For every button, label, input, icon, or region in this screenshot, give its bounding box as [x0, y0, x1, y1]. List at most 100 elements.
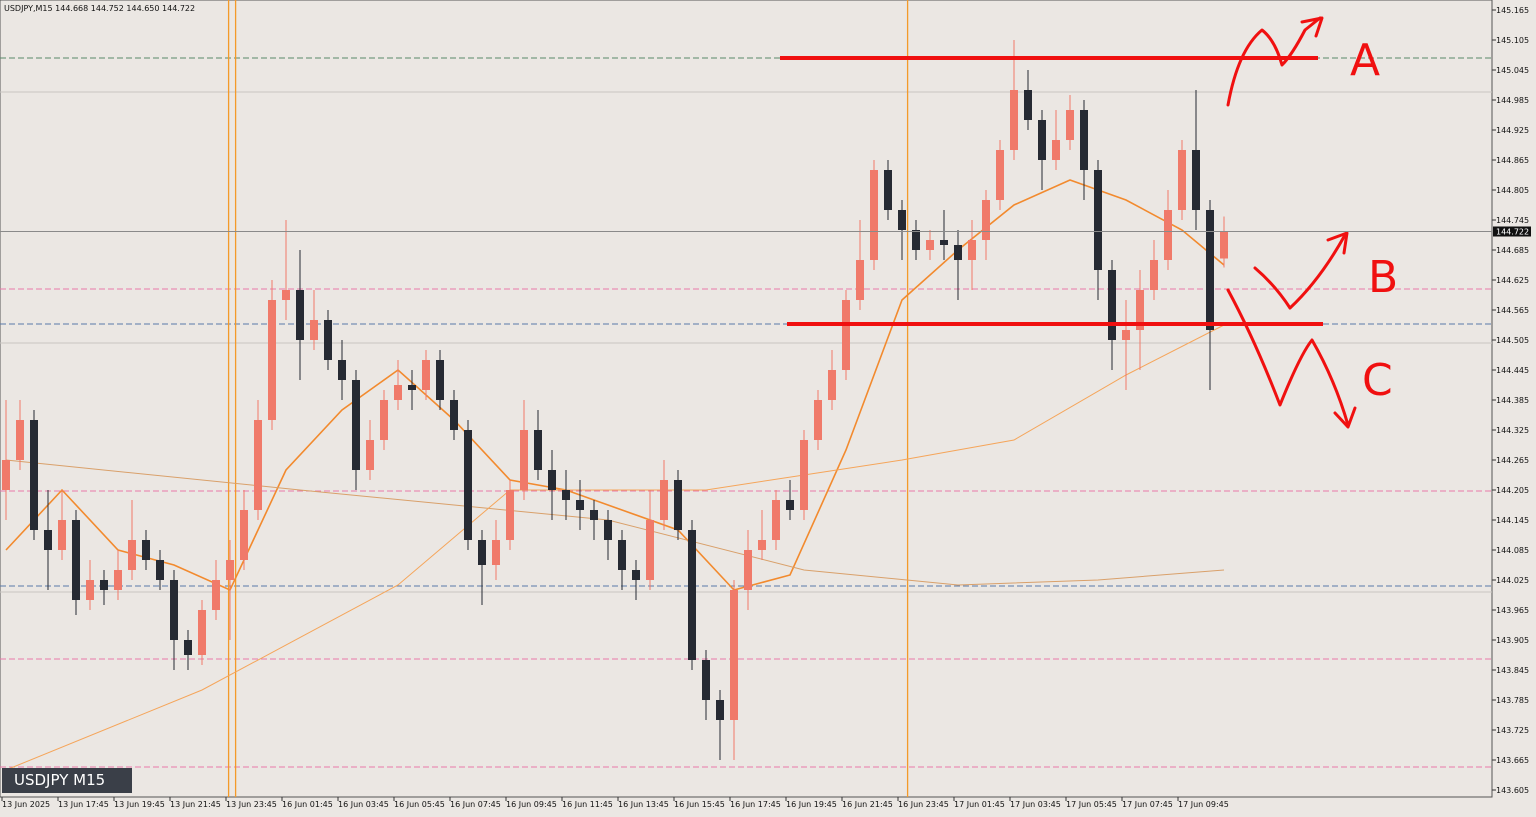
indicator-line: [5, 324, 1225, 771]
y-tick-label: 144.985: [1496, 96, 1529, 105]
x-tick-label: 13 Jun 19:45: [114, 800, 165, 809]
x-tick-label: 16 Jun 03:45: [338, 800, 389, 809]
price-tag: 144.722: [1496, 228, 1529, 237]
candle-body: [1080, 110, 1088, 170]
x-tick-label: 16 Jun 01:45: [282, 800, 333, 809]
y-tick-label: 143.905: [1496, 636, 1529, 645]
y-tick-label: 144.145: [1496, 516, 1529, 525]
candle-body: [226, 560, 234, 580]
y-tick-label: 144.925: [1496, 126, 1529, 135]
candle-body: [324, 320, 332, 360]
y-tick-label: 144.385: [1496, 396, 1529, 405]
x-tick-label: 17 Jun 09:45: [1178, 800, 1229, 809]
candle-body: [338, 360, 346, 380]
candle-body: [688, 530, 696, 660]
candle-body: [1220, 231, 1228, 259]
x-tick-label: 13 Jun 21:45: [170, 800, 221, 809]
candle-body: [632, 570, 640, 580]
y-tick-label: 143.665: [1496, 756, 1529, 765]
candle-body: [870, 170, 878, 260]
candle-body: [1178, 150, 1186, 210]
candle-body: [1206, 210, 1214, 330]
arrow-b-head: [1326, 231, 1349, 255]
candle-body: [184, 640, 192, 655]
candle-body: [828, 370, 836, 400]
candle-body: [44, 530, 52, 550]
y-tick-label: 144.505: [1496, 336, 1529, 345]
y-tick-label: 144.805: [1496, 186, 1529, 195]
candle-body: [156, 560, 164, 580]
candle-body: [1136, 290, 1144, 330]
candle-body: [730, 590, 738, 720]
price-tag-bg: [1493, 226, 1531, 237]
candle-body: [744, 550, 752, 590]
x-tick-label: 13 Jun 17:45: [58, 800, 109, 809]
candle-body: [100, 580, 108, 590]
candle-body: [716, 700, 724, 720]
x-tick-label: 16 Jun 09:45: [506, 800, 557, 809]
y-tick-label: 145.105: [1496, 36, 1529, 45]
candle-body: [926, 240, 934, 250]
candle-body: [142, 540, 150, 560]
arrow-a-head: [1300, 16, 1324, 38]
candle-body: [1192, 150, 1200, 210]
candle-body: [856, 260, 864, 300]
x-tick-label: 16 Jun 21:45: [842, 800, 893, 809]
badge-bg: [2, 768, 132, 793]
candle-body: [814, 400, 822, 440]
y-tick-label: 144.565: [1496, 306, 1529, 315]
y-tick-label: 144.685: [1496, 246, 1529, 255]
candle-body: [450, 400, 458, 430]
x-tick-label: 17 Jun 03:45: [1010, 800, 1061, 809]
arrow-b: [1253, 233, 1347, 310]
candle-body: [674, 480, 682, 530]
candle-body: [1010, 90, 1018, 150]
candle-body: [562, 490, 570, 500]
x-tick-label: 13 Jun 23:45: [226, 800, 277, 809]
candle-body: [2, 460, 10, 490]
x-tick-label: 16 Jun 19:45: [786, 800, 837, 809]
candle-body: [646, 520, 654, 580]
candle-body: [86, 580, 94, 600]
candle-body: [772, 500, 780, 540]
candle-body: [884, 170, 892, 210]
candle-body: [408, 385, 416, 390]
y-tick-label: 144.865: [1496, 156, 1529, 165]
candle-body: [1150, 260, 1158, 290]
x-tick-label: 17 Jun 07:45: [1122, 800, 1173, 809]
y-tick-label: 144.745: [1496, 216, 1529, 225]
candle-body: [1024, 90, 1032, 120]
candle-body: [422, 360, 430, 390]
hand-drawn-arrows: [1226, 16, 1357, 429]
header: USDJPY,M15 144.668 144.752 144.650 144.7…: [4, 4, 195, 13]
candle-body: [604, 520, 612, 540]
candle-body: [380, 400, 388, 440]
candle-body: [352, 380, 360, 470]
x-tick-label: 16 Jun 05:45: [394, 800, 445, 809]
candle-body: [800, 440, 808, 510]
candle-body: [394, 385, 402, 400]
annotation-a: A: [1350, 35, 1380, 86]
candle-body: [366, 440, 374, 470]
indicator-line: [5, 179, 1225, 592]
candle-body: [212, 580, 220, 610]
candle-body: [954, 245, 962, 260]
candle-body: [1122, 330, 1130, 340]
y-tick-label: 144.025: [1496, 576, 1529, 585]
y-tick-label: 144.205: [1496, 486, 1529, 495]
y-axis-bg: [1493, 0, 1536, 817]
candle-body: [254, 420, 262, 510]
candle-body: [520, 430, 528, 490]
indicator-line: [5, 459, 1225, 586]
arrow-c: [1226, 288, 1350, 427]
candle-body: [702, 660, 710, 700]
y-tick-label: 143.785: [1496, 696, 1529, 705]
y-tick-label: 144.265: [1496, 456, 1529, 465]
candle-body: [436, 360, 444, 400]
y-tick-label: 144.625: [1496, 276, 1529, 285]
x-tick-label: 17 Jun 01:45: [954, 800, 1005, 809]
candle-body: [170, 580, 178, 640]
candle-body: [968, 240, 976, 260]
annotation-c: C: [1362, 355, 1393, 406]
